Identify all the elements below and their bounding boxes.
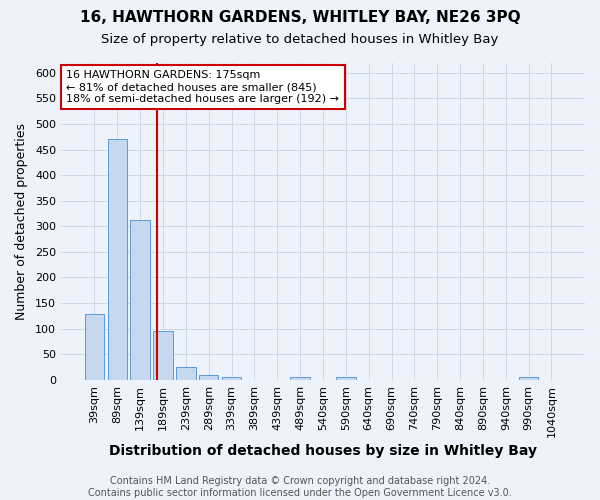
Bar [199,374,218,380]
Bar [519,378,538,380]
Text: Contains HM Land Registry data © Crown copyright and database right 2024.
Contai: Contains HM Land Registry data © Crown c… [88,476,512,498]
Y-axis label: Number of detached properties: Number of detached properties [15,122,28,320]
Bar [154,330,173,380]
Text: 16, HAWTHORN GARDENS, WHITLEY BAY, NE26 3PQ: 16, HAWTHORN GARDENS, WHITLEY BAY, NE26 … [80,10,520,25]
Bar [222,376,241,380]
Bar [290,378,310,380]
Text: Size of property relative to detached houses in Whitley Bay: Size of property relative to detached ho… [101,32,499,46]
Bar [130,220,150,380]
Bar [336,378,356,380]
Bar [107,140,127,380]
Text: 16 HAWTHORN GARDENS: 175sqm
← 81% of detached houses are smaller (845)
18% of se: 16 HAWTHORN GARDENS: 175sqm ← 81% of det… [66,70,339,104]
X-axis label: Distribution of detached houses by size in Whitley Bay: Distribution of detached houses by size … [109,444,537,458]
Bar [176,366,196,380]
Bar [85,314,104,380]
